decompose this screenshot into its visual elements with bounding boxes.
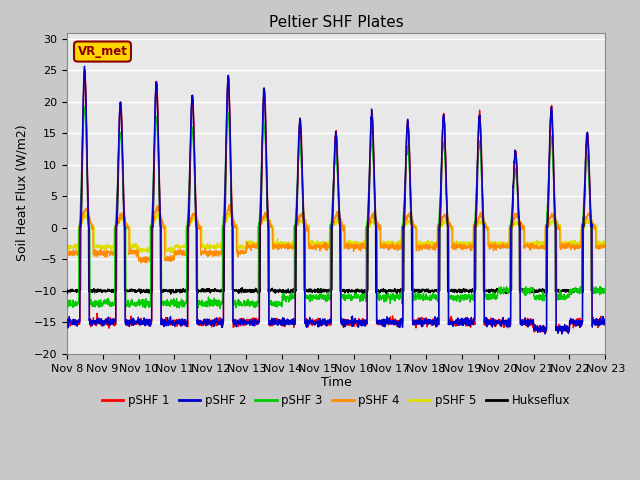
pSHF 1: [364, 225, 371, 230]
pSHF 5: [170, 251, 178, 256]
pSHF 5: [554, 221, 562, 227]
pSHF 2: [81, 63, 88, 69]
pSHF 4: [227, 202, 234, 208]
pSHF 4: [137, 260, 145, 266]
pSHF 4: [493, 244, 500, 250]
Hukseflux: [570, 287, 577, 293]
Line: pSHF 3: pSHF 3: [67, 107, 605, 309]
Text: VR_met: VR_met: [77, 45, 127, 58]
pSHF 5: [570, 238, 577, 244]
pSHF 5: [63, 244, 70, 250]
pSHF 1: [554, 324, 562, 330]
Line: pSHF 1: pSHF 1: [67, 69, 605, 332]
pSHF 1: [63, 323, 70, 328]
pSHF 5: [225, 210, 232, 216]
pSHF 1: [570, 319, 577, 324]
pSHF 1: [81, 66, 88, 72]
pSHF 1: [493, 322, 500, 327]
pSHF 4: [352, 246, 360, 252]
Hukseflux: [554, 288, 562, 294]
Hukseflux: [364, 289, 371, 295]
pSHF 3: [216, 306, 224, 312]
pSHF 4: [213, 249, 221, 254]
Line: pSHF 5: pSHF 5: [67, 213, 605, 253]
pSHF 3: [81, 104, 88, 110]
X-axis label: Time: Time: [321, 376, 351, 389]
pSHF 5: [364, 223, 371, 228]
pSHF 2: [213, 317, 221, 323]
pSHF 3: [570, 289, 577, 295]
pSHF 1: [213, 321, 221, 326]
pSHF 3: [63, 300, 70, 306]
pSHF 2: [352, 319, 360, 324]
Hukseflux: [213, 288, 221, 293]
pSHF 1: [602, 322, 609, 327]
pSHF 3: [352, 295, 360, 300]
Y-axis label: Soil Heat Flux (W/m2): Soil Heat Flux (W/m2): [15, 125, 28, 262]
Legend: pSHF 1, pSHF 2, pSHF 3, pSHF 4, pSHF 5, Hukseflux: pSHF 1, pSHF 2, pSHF 3, pSHF 4, pSHF 5, …: [97, 390, 575, 412]
pSHF 2: [364, 226, 371, 231]
pSHF 1: [352, 318, 360, 324]
pSHF 4: [554, 227, 562, 232]
Line: pSHF 2: pSHF 2: [67, 66, 605, 334]
Hukseflux: [352, 290, 360, 296]
Hukseflux: [63, 286, 70, 292]
pSHF 3: [602, 290, 609, 296]
pSHF 4: [63, 250, 70, 256]
pSHF 1: [536, 329, 544, 335]
pSHF 2: [558, 331, 566, 337]
pSHF 2: [493, 320, 500, 326]
pSHF 4: [364, 225, 371, 231]
pSHF 2: [63, 317, 70, 323]
pSHF 4: [602, 244, 609, 250]
pSHF 4: [570, 243, 577, 249]
pSHF 3: [493, 294, 500, 300]
pSHF 5: [213, 241, 221, 247]
Line: pSHF 4: pSHF 4: [67, 205, 605, 263]
pSHF 5: [352, 240, 360, 245]
Line: Hukseflux: Hukseflux: [67, 70, 605, 294]
pSHF 3: [554, 292, 562, 298]
Hukseflux: [491, 291, 499, 297]
pSHF 3: [213, 303, 221, 309]
Title: Peltier SHF Plates: Peltier SHF Plates: [269, 15, 403, 30]
Hukseflux: [81, 67, 88, 73]
pSHF 2: [570, 316, 577, 322]
pSHF 3: [364, 214, 371, 220]
pSHF 5: [602, 241, 609, 247]
Hukseflux: [602, 288, 609, 294]
pSHF 5: [493, 241, 500, 247]
Hukseflux: [493, 286, 500, 291]
pSHF 2: [554, 330, 562, 336]
pSHF 2: [602, 321, 609, 327]
